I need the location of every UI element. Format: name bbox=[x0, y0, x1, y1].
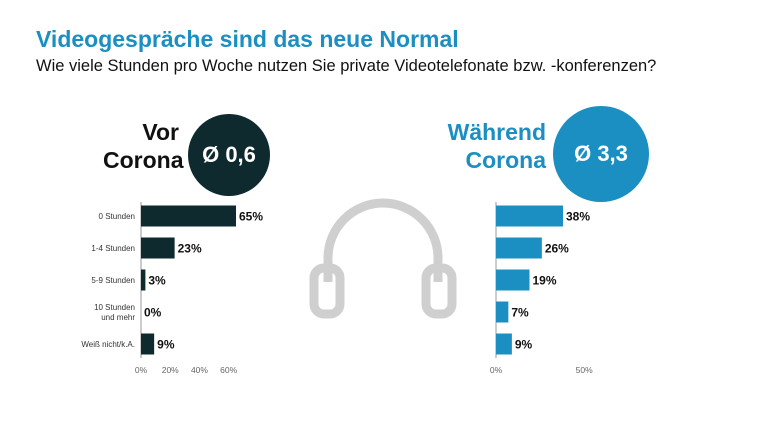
value-label: 7% bbox=[511, 306, 529, 320]
tick-label: 50% bbox=[576, 365, 593, 375]
group-label-before-line1: Vor bbox=[142, 119, 179, 145]
average-badge-before: Ø 0,6 bbox=[188, 114, 270, 196]
value-label: 0% bbox=[144, 306, 162, 320]
bar bbox=[496, 205, 563, 227]
category-label: 0 Stunden bbox=[99, 212, 135, 221]
category-label: 10 Stunden bbox=[94, 303, 135, 312]
bar bbox=[496, 269, 530, 291]
group-label-during: Während Corona bbox=[440, 118, 546, 174]
category-label: und mehr bbox=[101, 313, 135, 322]
chart-during-corona: 38% 26% 19% 7% 9% 0% 50% bbox=[490, 202, 593, 375]
headphones-icon bbox=[309, 198, 457, 319]
bar bbox=[141, 205, 236, 227]
category-label: 5-9 Stunden bbox=[91, 276, 135, 285]
value-label: 3% bbox=[148, 274, 166, 288]
tick-label: 0% bbox=[490, 365, 503, 375]
bar bbox=[496, 333, 512, 355]
chart-subtitle: Wie viele Stunden pro Woche nutzen Sie p… bbox=[36, 57, 657, 75]
value-label: 65% bbox=[239, 210, 263, 224]
bar bbox=[141, 333, 155, 355]
group-label-during-line1: Während bbox=[447, 119, 546, 145]
group-label-before: Vor Corona bbox=[103, 118, 184, 174]
value-label: 38% bbox=[566, 210, 590, 224]
tick-label: 60% bbox=[220, 365, 237, 375]
value-label: 23% bbox=[178, 242, 202, 256]
bar bbox=[141, 237, 175, 259]
group-label-during-line2: Corona bbox=[465, 147, 547, 173]
category-label: Weiß nicht/k.A. bbox=[81, 340, 135, 349]
tick-label: 0% bbox=[135, 365, 148, 375]
chart-before-corona: 65% 0 Stunden 23% 1-4 Stunden 3% 5-9 Stunden 0… bbox=[81, 202, 263, 375]
average-badge-during: Ø 3,3 bbox=[553, 106, 649, 202]
tick-label: 40% bbox=[191, 365, 208, 375]
value-label: 9% bbox=[515, 338, 533, 352]
chart-title: Videogespräche sind das neue Normal bbox=[36, 26, 459, 52]
value-label: 26% bbox=[545, 242, 569, 256]
bar bbox=[141, 269, 146, 291]
tick-label: 20% bbox=[162, 365, 179, 375]
bar bbox=[496, 237, 542, 259]
category-label: 1-4 Stunden bbox=[91, 244, 135, 253]
group-label-before-line2: Corona bbox=[103, 147, 184, 173]
bar bbox=[496, 301, 509, 323]
value-label: 9% bbox=[157, 338, 175, 352]
value-label: 19% bbox=[533, 274, 557, 288]
